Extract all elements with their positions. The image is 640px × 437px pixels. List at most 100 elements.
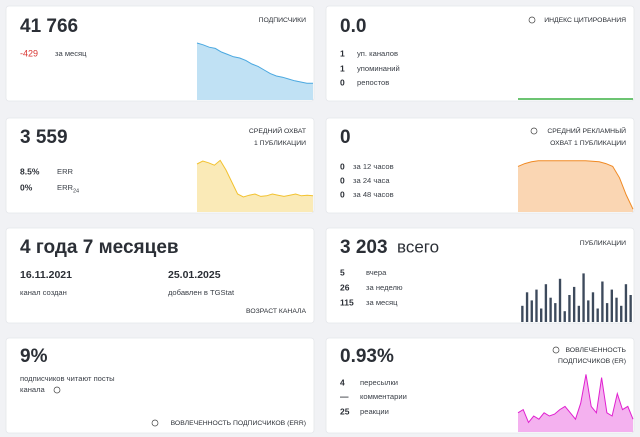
- date-label: добавлен в TGStat: [168, 288, 235, 297]
- card: [5, 337, 315, 434]
- label: ПУБЛИКАЦИИ: [580, 240, 626, 247]
- card: [325, 117, 635, 214]
- value: 4 года 7 месяцев: [20, 237, 179, 258]
- sparkline: [517, 160, 634, 210]
- row-value: 5: [340, 267, 345, 277]
- row-value: 0: [340, 189, 345, 199]
- bar: [544, 284, 548, 322]
- metric-value: 0%: [20, 182, 33, 192]
- row-value: 0: [340, 77, 345, 87]
- value: 9%: [20, 346, 48, 367]
- bar: [610, 289, 613, 322]
- label: ПОДПИСЧИКИ: [259, 17, 306, 24]
- row-label: за месяц: [366, 298, 398, 307]
- label: ВОВЛЕЧЕННОСТЬ: [565, 347, 626, 354]
- card: [5, 5, 315, 102]
- area-fill: [518, 374, 633, 432]
- row-label: упоминаний: [357, 64, 400, 73]
- value: 0: [340, 127, 351, 148]
- row-label: вчера: [366, 268, 387, 277]
- bar: [549, 297, 552, 322]
- row-value: 0: [340, 175, 345, 185]
- info-icon[interactable]: [552, 346, 560, 354]
- row-label: за неделю: [366, 283, 403, 292]
- change-label: за месяц: [55, 49, 87, 58]
- metric-subscript: 24: [73, 188, 79, 194]
- row-label: реакции: [360, 407, 389, 416]
- bar: [540, 308, 543, 322]
- area-fill: [197, 160, 313, 212]
- bar: [587, 300, 590, 322]
- info-icon[interactable]: [528, 16, 536, 24]
- change: -429: [20, 48, 38, 58]
- value: 3 203: [340, 237, 388, 258]
- row-label: репостов: [357, 78, 389, 87]
- metric-label: ERR: [57, 167, 74, 176]
- value: 0.93%: [340, 346, 394, 367]
- value-suffix: всего: [397, 237, 439, 256]
- metric-value: 8.5%: [20, 166, 40, 176]
- bar: [596, 308, 599, 322]
- sparkline: [517, 374, 634, 424]
- bar: [530, 300, 533, 322]
- row-value: 1: [340, 63, 345, 73]
- label: ИНДЕКС ЦИТИРОВАНИЯ: [544, 17, 626, 24]
- bar: [620, 305, 623, 322]
- sparkline: [196, 42, 313, 84]
- area-fill: [518, 160, 633, 212]
- row-label: комментарии: [360, 392, 407, 401]
- value: 3 559: [20, 127, 68, 148]
- description: подписчиков читают посты: [20, 374, 115, 383]
- row-label: пересылки: [360, 378, 398, 387]
- bar: [615, 297, 618, 322]
- card: [5, 227, 315, 324]
- label: ОХВАТ 1 ПУБЛИКАЦИИ: [550, 140, 626, 147]
- row-value: 26: [340, 282, 350, 292]
- bar: [535, 289, 538, 322]
- row-value: —: [340, 391, 349, 401]
- card: [325, 337, 635, 434]
- metric-label: ERR: [57, 183, 74, 192]
- card: [5, 117, 315, 214]
- value: 0.0: [340, 16, 366, 37]
- bar: [558, 278, 562, 322]
- row-value: 25: [340, 406, 350, 416]
- label: СРЕДНИЙ РЕКЛАМНЫЙ: [547, 126, 626, 135]
- card: [325, 227, 635, 324]
- row-value: 115: [340, 297, 354, 307]
- sparkline: [196, 159, 314, 198]
- label: СРЕДНИЙ ОХВАТ: [249, 126, 306, 135]
- bar: [624, 284, 628, 322]
- bar: [591, 292, 595, 322]
- label: ВОЗРАСТ КАНАЛА: [246, 308, 306, 315]
- bar: [572, 286, 576, 322]
- label: ВОВЛЕЧЕННОСТЬ ПОДПИСЧИКОВ (ERR): [171, 420, 306, 427]
- row-label: за 12 часов: [353, 162, 394, 171]
- row-value: 4: [340, 377, 345, 387]
- bar: [605, 303, 609, 322]
- row-label: за 24 часа: [353, 176, 390, 185]
- info-icon[interactable]: [53, 386, 61, 394]
- bar: [563, 311, 566, 322]
- bar: [554, 303, 557, 322]
- label: ПОДПИСЧИКОВ (ER): [558, 358, 626, 365]
- bar: [525, 292, 529, 322]
- row-value: 0: [340, 161, 345, 171]
- bar: [629, 295, 632, 322]
- description: канала: [20, 385, 46, 394]
- bar: [521, 305, 524, 322]
- date-label: канал создан: [20, 288, 67, 297]
- date: 16.11.2021: [20, 269, 72, 281]
- label: 1 ПУБЛИКАЦИИ: [254, 140, 306, 147]
- row-label: за 48 часов: [353, 190, 394, 199]
- row-label: уп. каналов: [357, 49, 398, 58]
- row-value: 1: [340, 48, 345, 58]
- bar: [582, 273, 585, 322]
- bar: [568, 295, 571, 322]
- value: 41 766: [20, 16, 78, 37]
- info-icon[interactable]: [530, 127, 538, 135]
- bar: [577, 305, 581, 322]
- info-icon[interactable]: [151, 419, 159, 427]
- bar: [601, 281, 604, 322]
